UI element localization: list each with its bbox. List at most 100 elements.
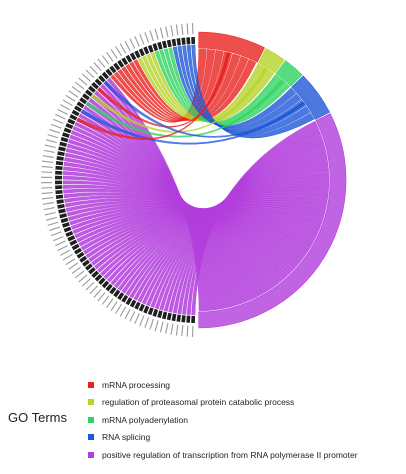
gene-segment [60,136,69,143]
ribbon [65,200,304,261]
ribbon [182,127,320,315]
gene-segment [138,303,145,312]
gene-label-mark [51,231,62,237]
gene-label-mark [129,38,136,49]
gene-segment [59,141,67,147]
legend-swatch [88,451,94,458]
ribbon [150,153,328,308]
gene-label-mark [71,266,82,275]
gene-label-mark [139,33,145,45]
gene-segment [56,199,64,204]
legend-swatch [88,434,94,441]
gene-label-mark [81,73,91,82]
gene-segment [186,37,191,45]
gene-label-mark [89,65,98,75]
gene-segment [176,314,181,322]
gene-label-mark [149,318,154,330]
gene-label-mark [175,324,179,336]
term-arc [275,60,303,87]
gene-label-mark [170,25,174,37]
gene-segment [85,89,93,97]
gene-segment [109,286,117,295]
ribbon [91,67,268,133]
gene-label-layer [41,23,194,337]
gene-label-mark [44,144,56,149]
gene-arc-layer [55,37,196,323]
ribbon [78,208,319,247]
ribbon [141,160,329,305]
gene-segment [166,39,172,48]
gene-label-mark [144,32,150,43]
gene-segment [105,68,113,77]
gene-segment [69,239,78,246]
gene-label-mark [59,249,71,256]
gene-label-mark [170,323,174,335]
gene-segment [191,315,196,323]
gene-segment [121,57,129,66]
gene-label-mark [159,321,164,333]
gene-segment [129,52,137,61]
gene-segment [113,289,121,298]
ribbon [85,206,323,259]
ribbon [65,148,268,294]
ribbon [146,156,328,307]
gene-label-mark [97,292,106,302]
gene-label-mark [57,245,68,252]
gene-label-mark [57,108,68,115]
gene-label-mark [165,26,169,38]
gene-label-mark [41,171,53,173]
ribbon [106,192,329,283]
gene-segment [85,263,93,271]
gene-segment [76,101,85,109]
ribbon [85,79,285,138]
gene-segment [55,180,63,185]
gene-segment [147,44,154,53]
gene-segment [55,175,63,180]
gene-segment [98,277,106,285]
gene-label-mark [134,313,140,324]
term-arc [198,31,265,63]
gene-segment [94,274,103,282]
ribbon [66,202,306,258]
ribbon [64,157,274,290]
gene-label-mark [71,85,82,94]
gene-segment [55,185,63,190]
gene-segment [125,297,133,306]
gene-label-mark [51,123,62,129]
gene-segment [65,230,74,237]
legend-swatch [88,381,94,388]
gene-label-mark [68,90,79,98]
gene-label-mark [110,301,118,312]
gene-segment [55,160,64,166]
gene-segment [55,165,63,171]
ribbon [103,80,306,138]
ribbon [62,184,292,275]
ribbon [154,149,327,310]
gene-label-mark [134,36,140,47]
gene-segment [117,292,125,301]
legend-item-rna-splicing: RNA splicing [88,429,358,447]
gene-segment [147,307,154,316]
gene-segment [55,194,64,200]
legend-label: mRNA polyadenylation [102,414,188,425]
legend-title: GO Terms [8,410,67,425]
gene-segment [143,46,150,55]
legend-item-proteasomal-regulation: regulation of proteasomal protein catabo… [88,394,358,412]
gene-segment [62,222,70,228]
gene-label-mark [85,281,95,291]
gene-label-mark [41,187,53,189]
gene-segment [152,43,159,52]
ribbon [80,207,321,251]
gene-label-mark [115,303,122,314]
ribbon [69,134,258,299]
gene-label-mark [149,30,154,42]
legend-label: positive regulation of transcription fro… [102,449,358,460]
gene-segment [98,75,106,83]
legend: mRNA processing regulation of proteasoma… [88,376,358,464]
ribbon [76,52,231,140]
gene-label-mark [110,48,118,59]
gene-label-mark [46,139,58,144]
gene-label-mark [46,216,58,221]
ribbon [63,188,294,273]
legend-item-transcription-regulation: positive regulation of transcription fro… [88,446,358,464]
